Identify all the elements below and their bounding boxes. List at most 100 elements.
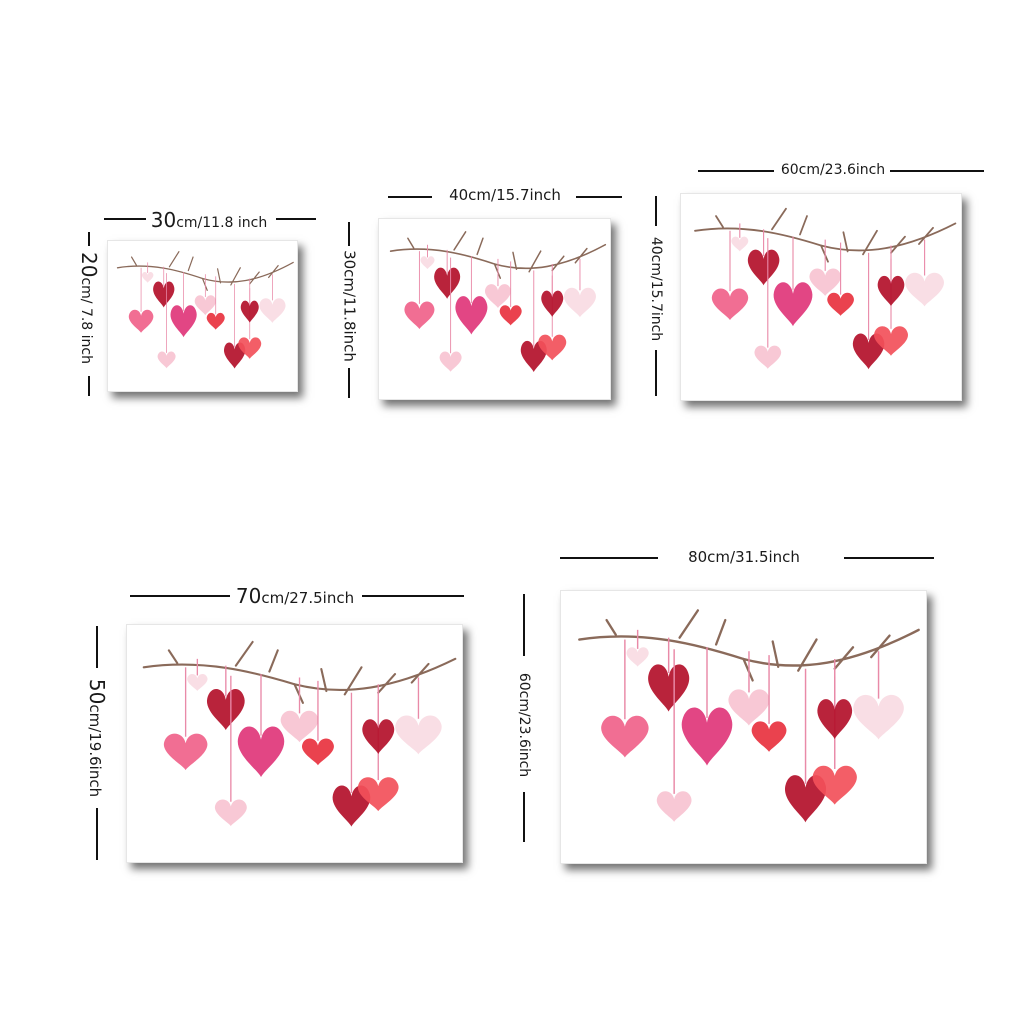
width-dimension-line-left [560, 557, 658, 559]
height-label-30: 30cm/11.8inch [340, 250, 359, 362]
heart-ornament [784, 775, 827, 823]
heart-ornament [852, 333, 885, 370]
heart-ornament [754, 345, 782, 369]
width-dimension-line-left [698, 170, 774, 172]
height-label-50: 50cm/19.6inch [85, 678, 109, 798]
heart-ornament [357, 777, 399, 812]
heart-ornament [223, 342, 246, 369]
heart-ornament [237, 726, 285, 778]
hearts-artwork [389, 231, 607, 373]
heart-ornament [812, 765, 857, 805]
heart-ornament [332, 785, 371, 827]
heart-ornament [656, 791, 692, 822]
heart-ornament [362, 719, 395, 755]
heart-ornament [153, 281, 175, 308]
height-dimension-line-top [348, 222, 350, 246]
height-label-text: 30cm/11.8inch [340, 250, 359, 362]
height-label-text: 40cm/15.7inch [648, 236, 664, 342]
heart-ornament [817, 699, 853, 740]
heart-ornament [194, 295, 216, 316]
width-dimension-line-right [576, 196, 622, 198]
heart-ornament [681, 707, 733, 766]
width-label-40: 40cm/15.7inch [449, 188, 561, 203]
width-label-80: 80cm/31.5inch [688, 550, 800, 565]
heart-ornament [141, 272, 154, 283]
width-dimension-line-right [362, 595, 464, 597]
width-dimension-line-right [844, 557, 934, 559]
height-dimension-line-bottom [96, 808, 98, 860]
heart-ornament [259, 298, 286, 323]
heart-ornament [238, 337, 262, 359]
branch [389, 231, 607, 279]
width-label-70: 70cm/27.5inch [236, 586, 354, 606]
width-label-60: 60cm/23.6inch [781, 163, 885, 177]
hearts-artwork [694, 207, 957, 370]
heart-ornament [187, 674, 208, 692]
width-dimension-line-left [388, 196, 432, 198]
heart-ornament [563, 287, 596, 318]
height-dimension-line-top [96, 626, 98, 668]
branch [116, 251, 294, 291]
heart-ornament [905, 272, 945, 307]
height-unit: cm/ 7.8 inch [78, 277, 94, 365]
height-dimension-line-bottom [348, 368, 350, 398]
height-label-40: 40cm/15.7inch [648, 236, 664, 342]
heart-ornament [163, 733, 208, 771]
heart-ornament [240, 300, 259, 323]
heart-ornament [853, 694, 904, 740]
heart-ornament [538, 334, 567, 361]
hearts-artwork [116, 251, 294, 369]
heart-ornament [499, 305, 522, 326]
heart-ornament [395, 715, 442, 755]
width-unit: cm/11.8 inch [176, 215, 268, 231]
heart-ornament [206, 312, 225, 330]
width-dimension-line-right [276, 218, 316, 220]
canvas-print-60x40 [680, 193, 962, 401]
height-unit: cm/19.6inch [86, 704, 104, 798]
heart-ornament [728, 689, 770, 726]
heart-ornament [439, 351, 462, 372]
hearts-artwork [578, 609, 920, 823]
width-label-text: 40cm/15.7inch [449, 186, 561, 204]
heart-ornament [731, 236, 749, 252]
heart-ornament [128, 309, 154, 333]
heart-ornament [420, 256, 435, 270]
height-number: 20 [77, 251, 101, 278]
height-dimension-line-bottom [88, 376, 90, 396]
heart-ornament [827, 292, 854, 316]
height-dimension-line-bottom [523, 792, 525, 842]
canvas-print-80x60 [560, 590, 927, 864]
width-dimension-line-left [104, 218, 146, 220]
height-number: 50 [85, 678, 109, 705]
height-label-text: 60cm/23.6inch [516, 672, 532, 778]
heart-ornament [520, 340, 547, 373]
heart-ornament [455, 296, 488, 335]
heart-ornament [711, 288, 749, 321]
heart-ornament [874, 326, 908, 356]
width-number: 30 [150, 208, 177, 232]
width-label-text: 80cm/31.5inch [688, 548, 800, 566]
heart-ornament [747, 249, 780, 286]
width-label-text: 60cm/23.6inch [780, 162, 886, 178]
width-number: 70 [235, 584, 262, 608]
heart-ornament [809, 268, 841, 296]
height-label-60: 60cm/23.6inch [516, 672, 532, 778]
canvas-print-30x20 [107, 240, 298, 392]
height-dimension-line-top [523, 594, 525, 656]
height-label-20: 20cm/ 7.8 inch [77, 251, 101, 365]
heart-ornament [541, 290, 564, 318]
heart-ornament [601, 715, 649, 758]
height-dimension-line-bottom [655, 350, 657, 396]
heart-ornament [170, 305, 197, 338]
branch [694, 207, 957, 263]
heart-ornament [773, 282, 813, 327]
width-unit: cm/27.5inch [261, 589, 355, 607]
branch [142, 640, 457, 704]
width-label-30: 30cm/11.8 inch [151, 210, 267, 230]
height-dimension-line-top [88, 232, 90, 246]
hearts-artwork [142, 640, 457, 827]
heart-ornament [434, 267, 461, 299]
heart-ornament [206, 688, 245, 731]
heart-ornament [484, 284, 511, 309]
heart-ornament [626, 647, 649, 667]
